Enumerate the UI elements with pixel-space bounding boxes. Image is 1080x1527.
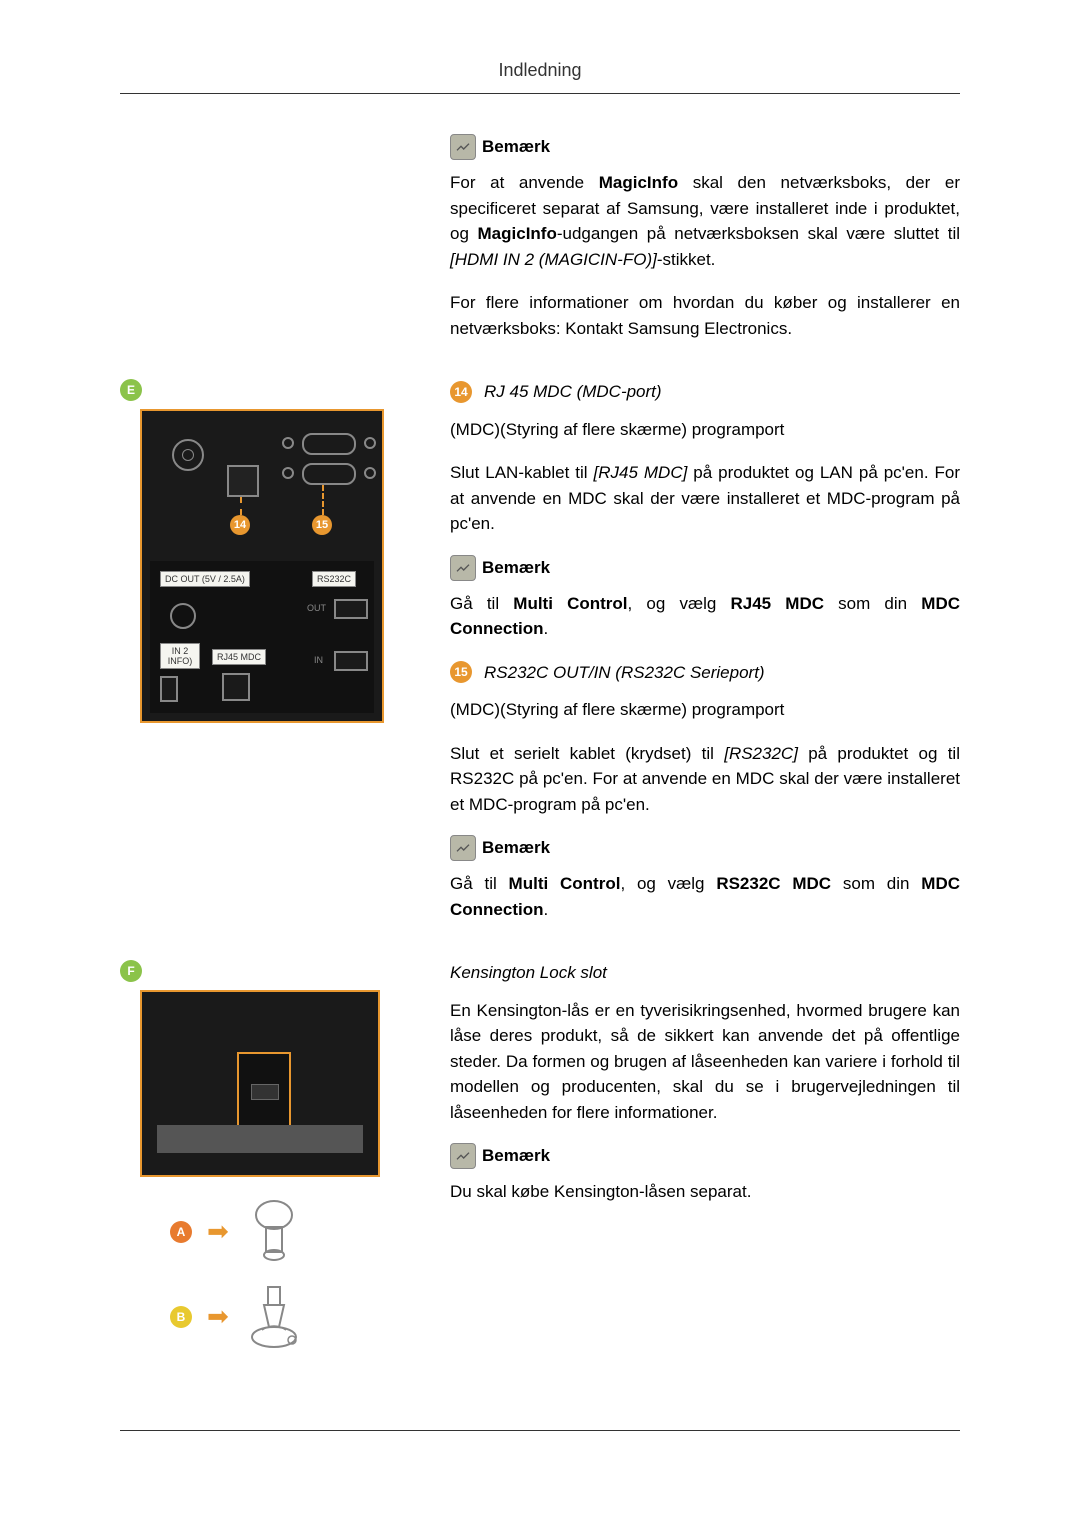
- kensington-p2: Du skal købe Kensington-låsen separat.: [450, 1179, 960, 1205]
- note-icon: [450, 555, 476, 581]
- bemærk1-p2: For flere informationer om hvordan du kø…: [450, 290, 960, 341]
- note-icon: [450, 134, 476, 160]
- header-rule: [120, 93, 960, 94]
- rj45-p1: (MDC)(Styring af flere skærme) programpo…: [450, 417, 960, 443]
- note-label: Bemærk: [482, 835, 550, 861]
- letter-badge-F: F: [120, 960, 142, 982]
- rs232c-p1: (MDC)(Styring af flere skærme) programpo…: [450, 697, 960, 723]
- arrow-right-icon: ➡: [207, 1216, 229, 1247]
- note-icon: [450, 835, 476, 861]
- badge-14: 14: [230, 515, 250, 535]
- footer-rule: [120, 1430, 960, 1431]
- label-dcout: DC OUT (5V / 2.5A): [160, 571, 250, 587]
- heading-kensington: Kensington Lock slot: [450, 960, 960, 986]
- badge-14-icon: 14: [450, 381, 472, 403]
- arrow-right-icon: ➡: [207, 1301, 229, 1332]
- note-label: Bemærk: [482, 1143, 550, 1169]
- badge-15: 15: [312, 515, 332, 535]
- note-kensington: Bemærk: [450, 1143, 960, 1169]
- badge-15-icon: 15: [450, 661, 472, 683]
- diagram-F: A ➡ B ➡: [140, 990, 380, 1370]
- page-header-title: Indledning: [120, 60, 960, 93]
- lock-illustration-A: [244, 1197, 304, 1267]
- note-rj45: Bemærk: [450, 555, 960, 581]
- note-label: Bemærk: [482, 555, 550, 581]
- note-bemærk-1: Bemærk: [450, 134, 960, 160]
- rs232c-p2: Slut et serielt kablet (krydset) til [RS…: [450, 741, 960, 818]
- label-rj45: RJ45 MDC: [212, 649, 266, 665]
- letter-badge-A: A: [170, 1221, 192, 1243]
- label-in: IN: [314, 655, 323, 665]
- heading-rs232c: 15 RS232C OUT/IN (RS232C Serieport): [450, 660, 960, 686]
- heading-kensington-text: Kensington Lock slot: [450, 960, 607, 986]
- heading-rs232c-text: RS232C OUT/IN (RS232C Serieport): [484, 660, 765, 686]
- note-rs232c: Bemærk: [450, 835, 960, 861]
- heading-rj45: 14 RJ 45 MDC (MDC-port): [450, 379, 960, 405]
- letter-badge-E: E: [120, 379, 142, 401]
- bemærk1-p1: For at anvende MagicInfo skal den netvær…: [450, 170, 960, 272]
- kensington-p1: En Kensington-lås er en tyverisikringsen…: [450, 998, 960, 1126]
- label-rs232c: RS232C: [312, 571, 356, 587]
- rj45-p3: Gå til Multi Control, og vælg RJ45 MDC s…: [450, 591, 960, 642]
- note-label: Bemærk: [482, 134, 550, 160]
- heading-rj45-text: RJ 45 MDC (MDC-port): [484, 379, 662, 405]
- label-in2: IN 2 INFO): [160, 643, 200, 669]
- lock-illustration-B: [244, 1282, 304, 1352]
- diagram-E: 14 15 DC OUT (5V / 2.5A) RS232C OUT IN 2…: [140, 409, 384, 723]
- label-out: OUT: [307, 603, 326, 613]
- rs232c-p3: Gå til Multi Control, og vælg RS232C MDC…: [450, 871, 960, 922]
- rj45-p2: Slut LAN-kablet til [RJ45 MDC] på produk…: [450, 460, 960, 537]
- letter-badge-B: B: [170, 1306, 192, 1328]
- note-icon: [450, 1143, 476, 1169]
